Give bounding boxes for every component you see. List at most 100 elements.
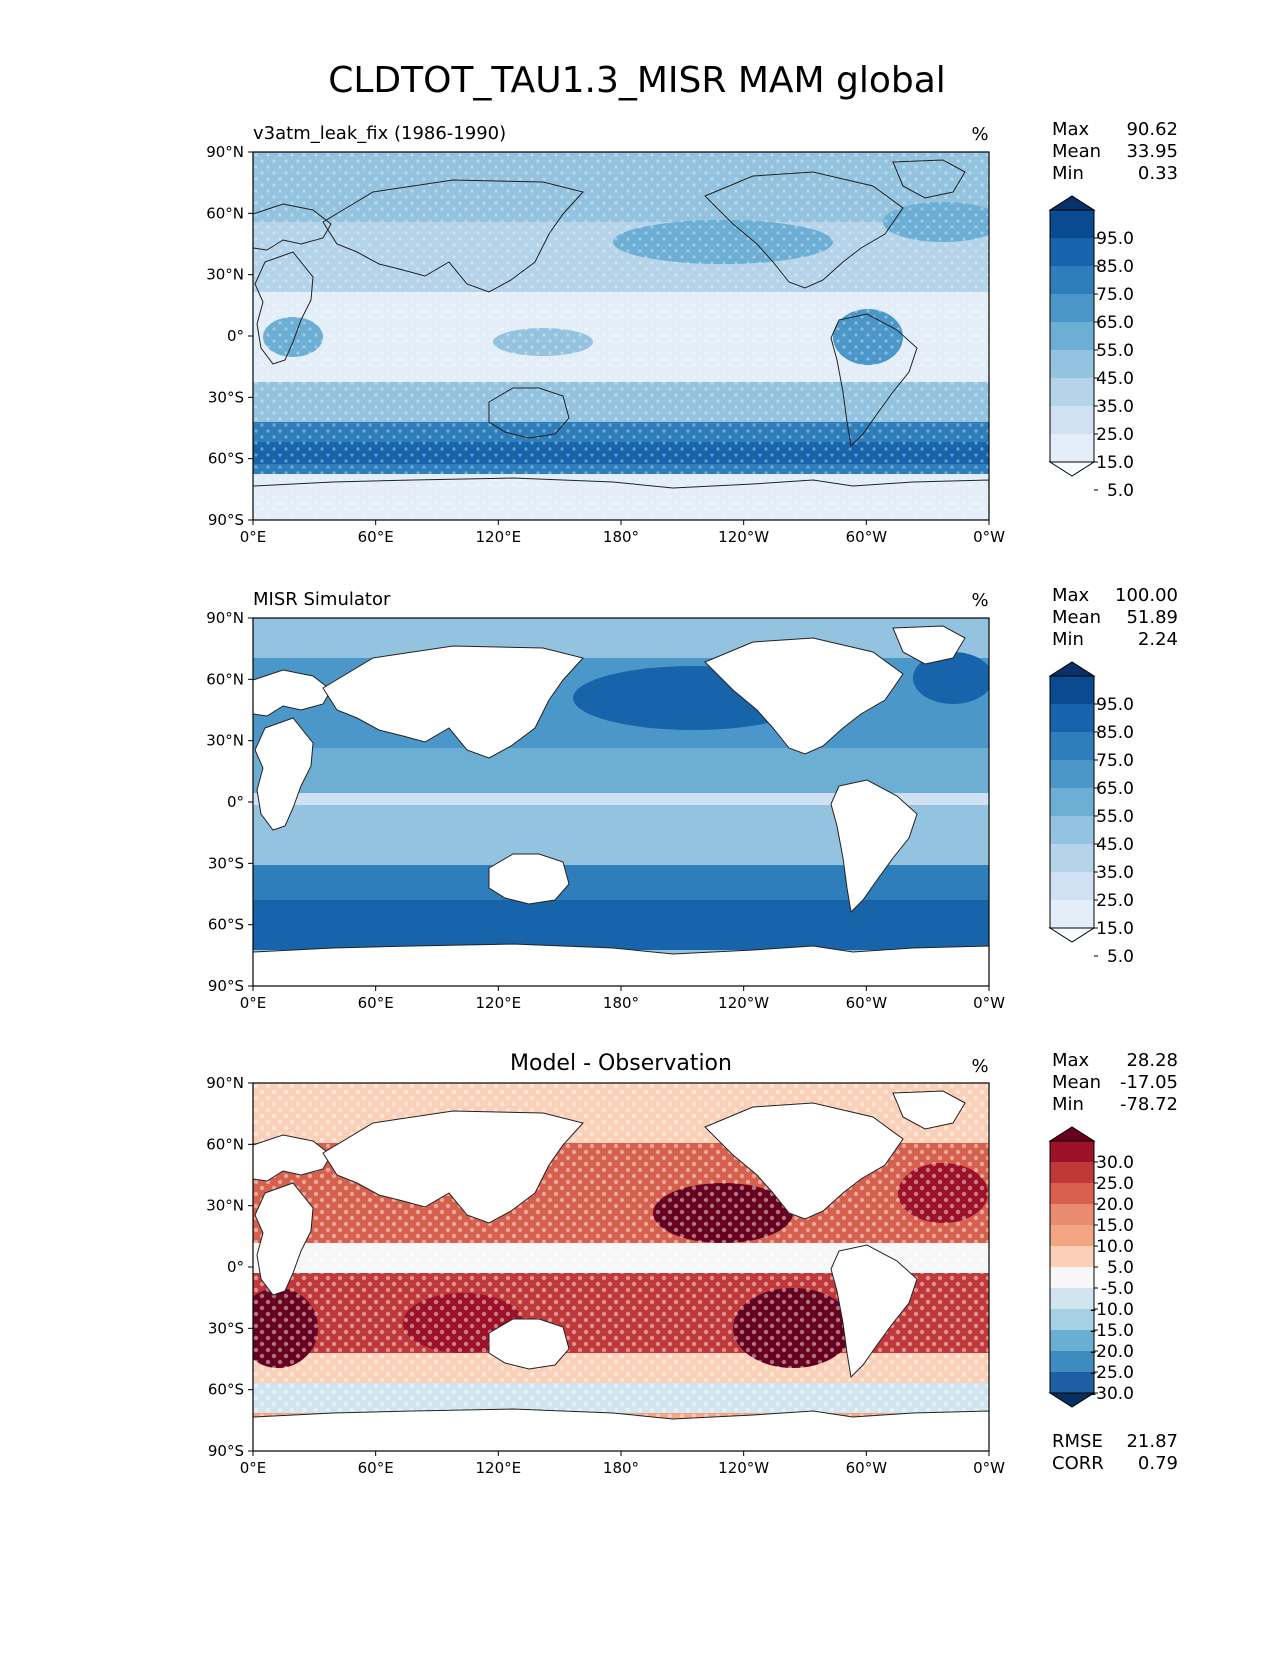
y-tick-label: 60°S: [208, 450, 244, 468]
panel-obs-units: %: [971, 590, 988, 611]
x-tick-label: 180°: [603, 528, 639, 546]
colorbar-segment: [1050, 1225, 1094, 1247]
colorbar-segment: [1050, 378, 1094, 407]
band-southern-ocean: [253, 900, 989, 950]
colorbars: 95.085.075.065.055.045.035.025.015.05.09…: [1048, 195, 1134, 1408]
colorbar-segment: [1050, 676, 1094, 705]
stat-label: Mean: [1052, 1072, 1101, 1093]
x-tick-label: 60°W: [846, 528, 888, 546]
x-tick-label: 60°W: [846, 994, 888, 1012]
panel-model-map: [252, 151, 990, 521]
colorbar-label: 95.0: [1096, 229, 1134, 249]
panel-obs: MISR Simulator %: [252, 589, 990, 987]
panel-model-units: %: [971, 124, 988, 145]
y-tick-label: 60°N: [206, 204, 244, 222]
colorbar-label: 30.0: [1096, 1153, 1134, 1173]
x-tick-label: 120°E: [476, 994, 522, 1012]
colorbar-obs: 95.0 85.0 75.0 65.0 55.0 45.0 35.0 25.0 15.0 5.0: [1048, 661, 1134, 967]
x-tick-label: 0°E: [240, 1459, 267, 1477]
colorbar-label: 65.0: [1096, 779, 1134, 799]
colorbar-extend-max: [1048, 661, 1096, 677]
colorbar-extend-max: [1048, 195, 1096, 211]
colorbar-segment: [1050, 1351, 1094, 1373]
y-tick-label: 0°: [227, 327, 244, 345]
colorbar-segment: [1050, 1309, 1094, 1331]
panel-model-left-title: v3atm_leak_fix (1986-1990): [253, 123, 506, 144]
x-tick-label: 0°W: [973, 994, 1005, 1012]
colorbar-label: 45.0: [1096, 835, 1134, 855]
colorbar-label: 15.0: [1096, 1216, 1134, 1236]
x-tick-label: 120°W: [718, 528, 769, 546]
stat-value: 28.28: [1126, 1050, 1178, 1071]
colorbar-segment: [1050, 844, 1094, 873]
x-tick-label: 120°E: [476, 1459, 522, 1477]
y-tick-label: 0°: [227, 793, 244, 811]
colorbar-label: 75.0: [1096, 285, 1134, 305]
y-tick-label: 30°N: [206, 1197, 244, 1215]
colorbar-label: 5.0: [1107, 1258, 1134, 1278]
y-tick-label: 30°S: [208, 388, 244, 406]
colorbar-label: 95.0: [1096, 695, 1134, 715]
colorbar-segment: [1050, 1204, 1094, 1226]
stat-value: 51.89: [1126, 607, 1178, 628]
x-tick-label: 120°W: [718, 1459, 769, 1477]
colorbar-segment: [1050, 210, 1094, 239]
colorbar-label: 65.0: [1096, 313, 1134, 333]
colorbar-segment: [1050, 704, 1094, 733]
stat-value: -78.72: [1120, 1094, 1178, 1115]
colorbar-segment: [1050, 788, 1094, 817]
colorbar-segment: [1050, 872, 1094, 901]
colorbar-segment: [1050, 1162, 1094, 1184]
colorbar-label: 25.0: [1096, 425, 1134, 445]
colorbar-label: 85.0: [1096, 257, 1134, 277]
x-tick-label: 180°: [603, 1459, 639, 1477]
stat-label: Min: [1052, 629, 1084, 650]
colorbar-label: 25.0: [1096, 891, 1134, 911]
stat-label: Min: [1052, 163, 1084, 184]
colorbar-segment: [1050, 760, 1094, 789]
stat-value: 0.79: [1138, 1453, 1178, 1474]
stat-value: 90.62: [1126, 119, 1178, 140]
stat-value: 2.24: [1138, 629, 1178, 650]
x-tick-label: 0°E: [240, 994, 267, 1012]
y-tick-label: 90°S: [208, 977, 244, 995]
colorbar-label: -5.0: [1101, 1279, 1134, 1299]
y-tick-label: 30°S: [208, 1319, 244, 1337]
y-tick-label: 90°S: [208, 511, 244, 529]
y-tick-label: 60°S: [208, 916, 244, 934]
y-tick-label: 0°: [227, 1258, 244, 1276]
colorbar-diff: 30.025.020.015.010.05.0-5.0-10.0-15.0-20…: [1048, 1126, 1134, 1408]
stat-label: Max: [1052, 119, 1090, 140]
colorbar-segment: [1050, 322, 1094, 351]
y-tick-label: 90°S: [208, 1442, 244, 1460]
stat-value: 21.87: [1126, 1431, 1178, 1452]
colorbar-segment: [1050, 1288, 1094, 1310]
colorbar-segment: [1050, 1267, 1094, 1289]
x-tick-label: 60°E: [358, 994, 394, 1012]
y-tick-label: 30°N: [206, 266, 244, 284]
colorbar-segment: [1050, 238, 1094, 267]
panel-diff-center-title: Model - Observation: [510, 1051, 732, 1076]
colorbar-extend-min: [1048, 461, 1096, 477]
x-tick-label: 0°W: [973, 528, 1005, 546]
colorbar-extend-min: [1048, 1392, 1096, 1408]
colorbar-label: 55.0: [1096, 807, 1134, 827]
stat-label: Mean: [1052, 141, 1101, 162]
y-tick-label: 30°S: [208, 854, 244, 872]
colorbar-label: 85.0: [1096, 723, 1134, 743]
colorbar-label: 20.0: [1096, 1195, 1134, 1215]
stats-obs: Max 100.00 Mean 51.89 Min 2.24: [1052, 585, 1178, 650]
feature-natlantic: [913, 652, 989, 704]
stat-value: 100.00: [1115, 585, 1178, 606]
colorbar-extend-max: [1048, 1126, 1096, 1142]
colorbar-segment: [1050, 1246, 1094, 1268]
colorbar-label: 25.0: [1096, 1174, 1134, 1194]
colorbar-segment: [1050, 294, 1094, 323]
panel-obs-left-title: MISR Simulator: [253, 589, 391, 610]
colorbar-model: 95.0 85.0 75.0 65.0 55.0 45.0 35.0 25.0 15.0 5.0: [1048, 195, 1134, 501]
colorbar-frame: [1049, 209, 1095, 463]
x-tick-label: 0°W: [973, 1459, 1005, 1477]
colorbar-label: 55.0: [1096, 341, 1134, 361]
y-tick-label: 30°N: [206, 732, 244, 750]
colorbar-segment: [1050, 816, 1094, 845]
